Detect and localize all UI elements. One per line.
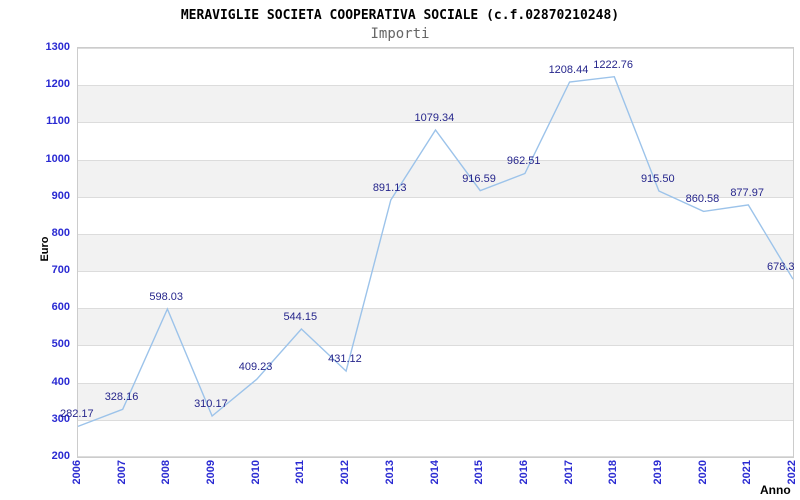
data-point-label: 409.23 — [238, 361, 273, 374]
x-tick-label: 2015 — [473, 460, 486, 485]
horizontal-gridline — [78, 345, 793, 347]
x-tick-label: 2009 — [205, 460, 218, 485]
x-tick-label: 2012 — [339, 460, 352, 485]
horizontal-gridline — [78, 159, 793, 161]
x-tick-label: 2019 — [651, 460, 664, 485]
horizontal-gridline — [78, 196, 793, 198]
y-tick-label: 700 — [51, 264, 70, 277]
data-point-label: 678.3 — [767, 261, 795, 274]
x-tick-label: 2022 — [786, 460, 798, 485]
x-tick-label: 2016 — [517, 460, 530, 485]
y-tick-label: 900 — [51, 189, 70, 202]
plot-background-band — [78, 233, 793, 272]
horizontal-gridline — [78, 419, 793, 421]
chart-title: MERAVIGLIE SOCIETA COOPERATIVA SOCIALE (… — [180, 8, 620, 23]
x-tick-label: 2006 — [71, 460, 83, 485]
y-tick-label: 500 — [51, 338, 70, 351]
horizontal-gridline — [78, 271, 793, 273]
plot-background-band — [78, 159, 793, 197]
plot-background-band — [78, 196, 793, 234]
horizontal-gridline — [78, 48, 793, 49]
data-point-label: 962.51 — [506, 155, 541, 168]
horizontal-gridline — [78, 85, 793, 87]
data-point-label: 877.97 — [730, 186, 764, 199]
horizontal-gridline — [78, 233, 793, 235]
data-point-label: 544.15 — [283, 311, 318, 324]
data-point-label: 1079.34 — [414, 112, 455, 125]
x-tick-label: 2013 — [383, 460, 396, 485]
data-point-label: 431.12 — [328, 353, 362, 366]
plot-background-band — [78, 122, 793, 160]
data-point-label: 1222.76 — [593, 58, 634, 71]
data-point-label: 310.17 — [194, 398, 228, 411]
y-tick-label: 1000 — [45, 152, 70, 165]
horizontal-gridline — [78, 122, 793, 124]
x-tick-label: 2011 — [294, 460, 307, 484]
horizontal-gridline — [78, 456, 793, 457]
plot-background-band — [78, 308, 793, 346]
x-tick-label: 2017 — [562, 460, 575, 485]
chart-subtitle: Importi — [370, 26, 430, 42]
data-point-label: 282.17 — [60, 408, 94, 421]
y-tick-label: 1200 — [45, 78, 70, 91]
data-point-label: 860.58 — [685, 193, 720, 206]
data-line — [77, 75, 794, 428]
x-tick-label: 2020 — [696, 460, 709, 485]
data-point-label: 1208.44 — [548, 64, 589, 77]
plot-background-band — [78, 382, 793, 420]
horizontal-gridline — [78, 308, 793, 310]
data-point-label: 916.59 — [462, 172, 496, 185]
data-point-label: 598.03 — [149, 291, 184, 303]
y-tick-label: 200 — [51, 450, 70, 462]
horizontal-gridline — [78, 382, 793, 384]
data-point-label: 915.50 — [640, 172, 675, 185]
plot-background-band — [78, 85, 793, 123]
y-tick-label: 800 — [51, 226, 70, 239]
plot-background-band — [78, 271, 793, 309]
y-tick-label: 400 — [51, 375, 70, 388]
plot-background-band — [78, 48, 793, 86]
x-tick-label: 2021 — [741, 460, 754, 485]
y-tick-label: 1300 — [45, 41, 70, 53]
y-tick-label: 300 — [51, 412, 70, 425]
plot-background-band — [78, 419, 793, 457]
x-tick-label: 2014 — [428, 460, 441, 485]
x-tick-label: 2010 — [249, 460, 262, 485]
x-axis-title: Anno — [760, 483, 791, 497]
plot-area — [77, 47, 794, 458]
y-tick-label: 1100 — [46, 115, 70, 128]
data-point-label: 328.16 — [104, 391, 139, 404]
x-tick-label: 2007 — [115, 460, 128, 485]
x-tick-label: 2008 — [160, 460, 173, 485]
plot-background-band — [78, 345, 793, 383]
x-tick-label: 2018 — [607, 460, 620, 485]
data-point-label: 891.13 — [372, 182, 407, 195]
data-line-svg — [77, 75, 794, 428]
y-tick-label: 600 — [51, 301, 70, 314]
